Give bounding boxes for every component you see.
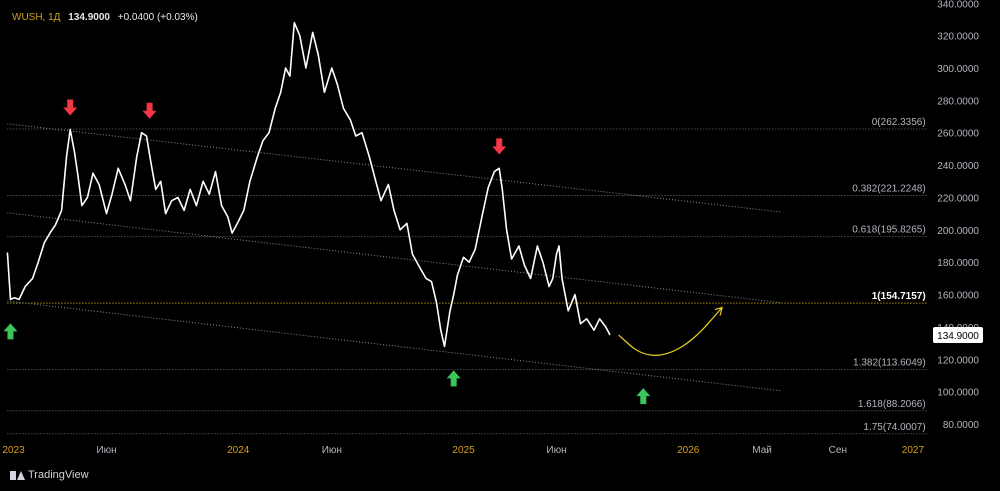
projection-curve (618, 307, 723, 356)
fib-level-label: 0.382(221.2248) (852, 183, 925, 194)
channel-line (7, 212, 782, 304)
fib-level-label: 1.75(74.0007) (863, 422, 925, 433)
x-axis-tick: 2027 (902, 445, 925, 456)
y-axis-tick: 300.0000 (937, 64, 979, 75)
current-price-badge (933, 327, 983, 344)
current-price-label: 134.9000 (937, 331, 979, 342)
x-axis-tick: 2026 (677, 445, 700, 456)
x-axis-tick: 2025 (452, 445, 475, 456)
arrow-up-icon (3, 323, 18, 340)
fib-level-label: 0.618(195.8265) (852, 225, 925, 236)
x-axis-tick: Май (752, 445, 772, 456)
x-axis-tick: Сен (829, 445, 847, 456)
fib-level-label: 0(262.3356) (872, 117, 926, 128)
tradingview-logo-icon (10, 470, 25, 480)
x-axis-tick: Июн (96, 445, 116, 456)
arrow-up-icon (636, 388, 651, 405)
projection-arrowhead (714, 306, 723, 316)
y-axis-tick: 320.0000 (937, 32, 979, 43)
y-axis-tick: 280.0000 (937, 96, 979, 107)
x-axis-tick: Июн (322, 445, 342, 456)
price-change: +0.0400 (+0.03%) (117, 12, 198, 23)
x-axis-tick: 2024 (227, 445, 250, 456)
y-axis-tick: 220.0000 (937, 193, 979, 204)
y-axis-tick: 100.0000 (937, 388, 979, 399)
last-price: 134.9000 (68, 12, 110, 23)
arrow-down-icon (142, 102, 157, 119)
y-axis-tick: 340.0000 (937, 0, 979, 10)
y-axis-tick: 180.0000 (937, 258, 979, 269)
channel-line (7, 300, 782, 392)
chart-header: WUSH, 1Д 134.9000 +0.0400 (+0.03%) (12, 12, 203, 23)
arrow-down-icon (63, 99, 78, 116)
channel-line (7, 123, 782, 213)
tradingview-brand[interactable]: TradingView (10, 469, 89, 481)
y-axis-tick: 200.0000 (937, 226, 979, 237)
y-axis-tick: 240.0000 (937, 161, 979, 172)
fib-level-label: 1.618(88.2066) (858, 399, 926, 410)
fib-level-label: 1.382(113.6049) (853, 358, 926, 369)
arrow-down-icon (492, 138, 507, 155)
brand-name: TradingView (28, 469, 89, 481)
x-axis-tick: Июн (546, 445, 566, 456)
y-axis-tick: 260.0000 (937, 129, 979, 140)
x-axis-tick: 2023 (2, 445, 25, 456)
arrow-up-icon (446, 370, 461, 387)
symbol-label[interactable]: WUSH, 1Д (12, 12, 61, 23)
y-axis-tick: 120.0000 (937, 355, 979, 366)
fib-level-label: 1(154.7157) (872, 291, 926, 302)
price-line (6, 21, 611, 348)
y-axis-tick: 160.0000 (937, 291, 979, 302)
y-axis-tick: 80.0000 (943, 420, 980, 431)
